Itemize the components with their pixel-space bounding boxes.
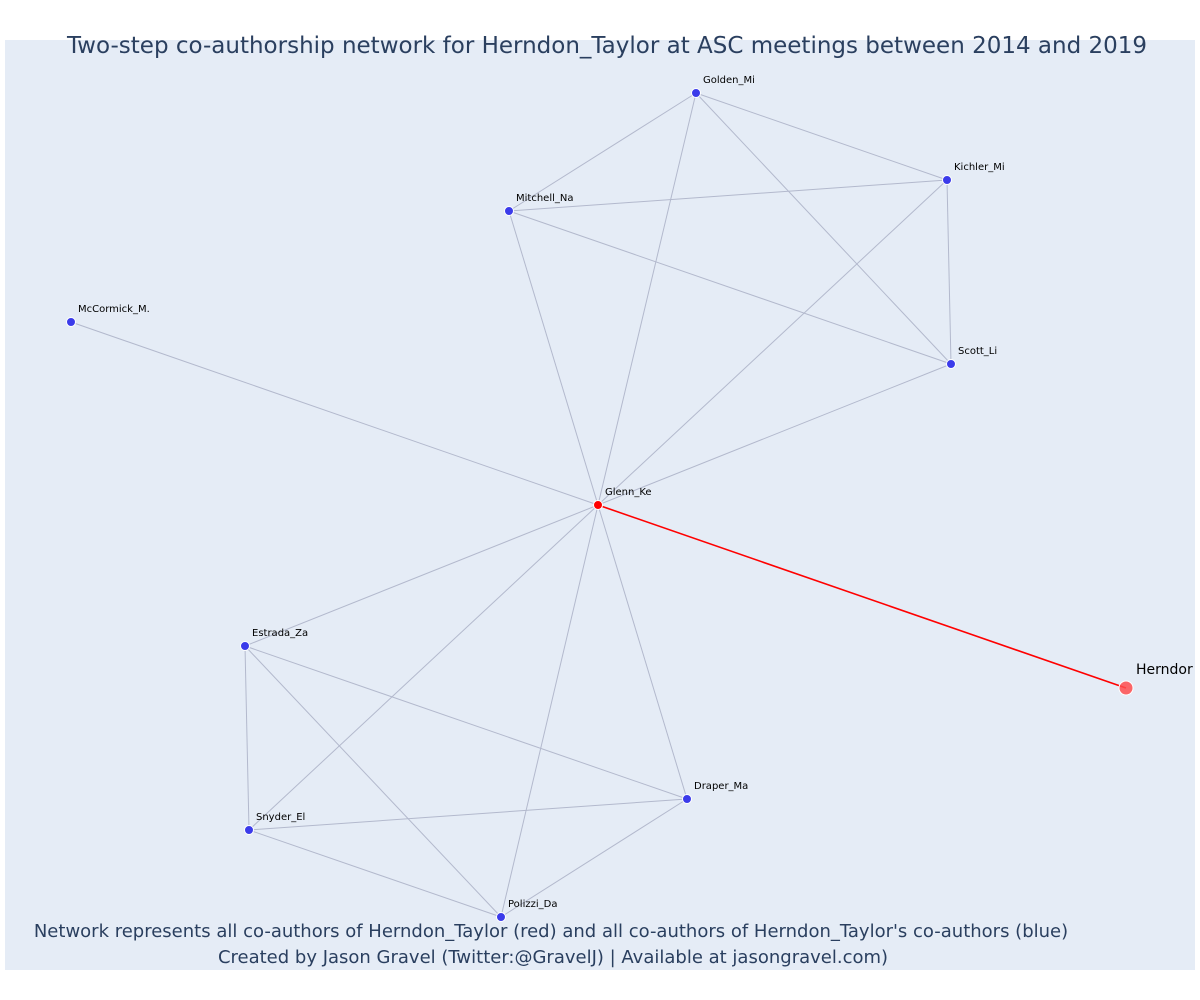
node-Herndon[interactable] xyxy=(1118,680,1134,696)
node-label-Kichler_Mi: Kichler_Mi xyxy=(954,162,1005,173)
edge-Glenn_Ke-Draper_Ma xyxy=(597,504,688,800)
node-Polizzi_Da[interactable] xyxy=(496,912,506,922)
edge-Snyder_El-Draper_Ma xyxy=(248,798,688,831)
edge-Kichler_Mi-Scott_Li xyxy=(946,179,952,365)
node-label-Draper_Ma: Draper_Ma xyxy=(694,781,748,792)
edge-Golden_Mi-Kichler_Mi xyxy=(695,92,948,181)
node-Golden_Mi[interactable] xyxy=(691,88,701,98)
edge-Golden_Mi-Mitchell_Na xyxy=(508,92,697,212)
node-Scott_Li[interactable] xyxy=(946,359,956,369)
node-Mitchell_Na[interactable] xyxy=(504,206,514,216)
focal-edge-layer xyxy=(597,504,1127,689)
node-label-Polizzi_Da: Polizzi_Da xyxy=(508,899,557,910)
edge-Estrada_Za-Draper_Ma xyxy=(244,645,688,800)
edge-layer xyxy=(70,92,952,918)
node-layer xyxy=(66,88,1134,922)
node-label-McCormick_M.: McCormick_M. xyxy=(78,304,150,315)
node-Glenn_Ke[interactable] xyxy=(593,500,603,510)
edge-Glenn_Ke-Polizzi_Da xyxy=(500,504,599,918)
caption-line-1: Network represents all co-authors of Her… xyxy=(34,921,1068,942)
edge-Polizzi_Da-Draper_Ma xyxy=(500,798,688,918)
edge-Kichler_Mi-Glenn_Ke xyxy=(597,179,948,506)
edge-McCormick_M.-Glenn_Ke xyxy=(70,321,599,506)
edge-Glenn_Ke-Estrada_Za xyxy=(244,504,599,647)
node-label-Herndon: Herndor xyxy=(1136,662,1193,678)
node-Estrada_Za[interactable] xyxy=(240,641,250,651)
edge-Estrada_Za-Snyder_El xyxy=(244,645,250,831)
edge-Estrada_Za-Polizzi_Da xyxy=(244,645,502,918)
node-label-Estrada_Za: Estrada_Za xyxy=(252,628,308,639)
node-label-Glenn_Ke: Glenn_Ke xyxy=(605,487,652,498)
node-label-Mitchell_Na: Mitchell_Na xyxy=(516,193,573,204)
edge-Mitchell_Na-Scott_Li xyxy=(508,210,952,365)
node-label-Scott_Li: Scott_Li xyxy=(958,346,997,357)
edge-Mitchell_Na-Kichler_Mi xyxy=(508,179,948,212)
edge-Scott_Li-Glenn_Ke xyxy=(597,363,952,506)
node-Kichler_Mi[interactable] xyxy=(942,175,952,185)
edge-Glenn_Ke-Snyder_El xyxy=(248,504,599,831)
edge-Golden_Mi-Glenn_Ke xyxy=(597,92,697,506)
node-Draper_Ma[interactable] xyxy=(682,794,692,804)
edge-Golden_Mi-Scott_Li xyxy=(695,92,952,365)
node-label-Golden_Mi: Golden_Mi xyxy=(703,75,755,86)
node-label-Snyder_El: Snyder_El xyxy=(256,812,305,823)
focal-edge-Glenn_Ke-Herndon xyxy=(597,504,1127,689)
node-McCormick_M.[interactable] xyxy=(66,317,76,327)
label-layer: Golden_Mi Kichler_Mi Mitchell_Na McCormick_… xyxy=(78,75,1193,910)
chart-title: Two-step co-authorship network for Hernd… xyxy=(66,33,1147,59)
caption-line-2: Created by Jason Gravel (Twitter:@Gravel… xyxy=(218,947,888,968)
edge-Snyder_El-Polizzi_Da xyxy=(248,829,502,918)
edge-Mitchell_Na-Glenn_Ke xyxy=(508,210,599,506)
node-Snyder_El[interactable] xyxy=(244,825,254,835)
